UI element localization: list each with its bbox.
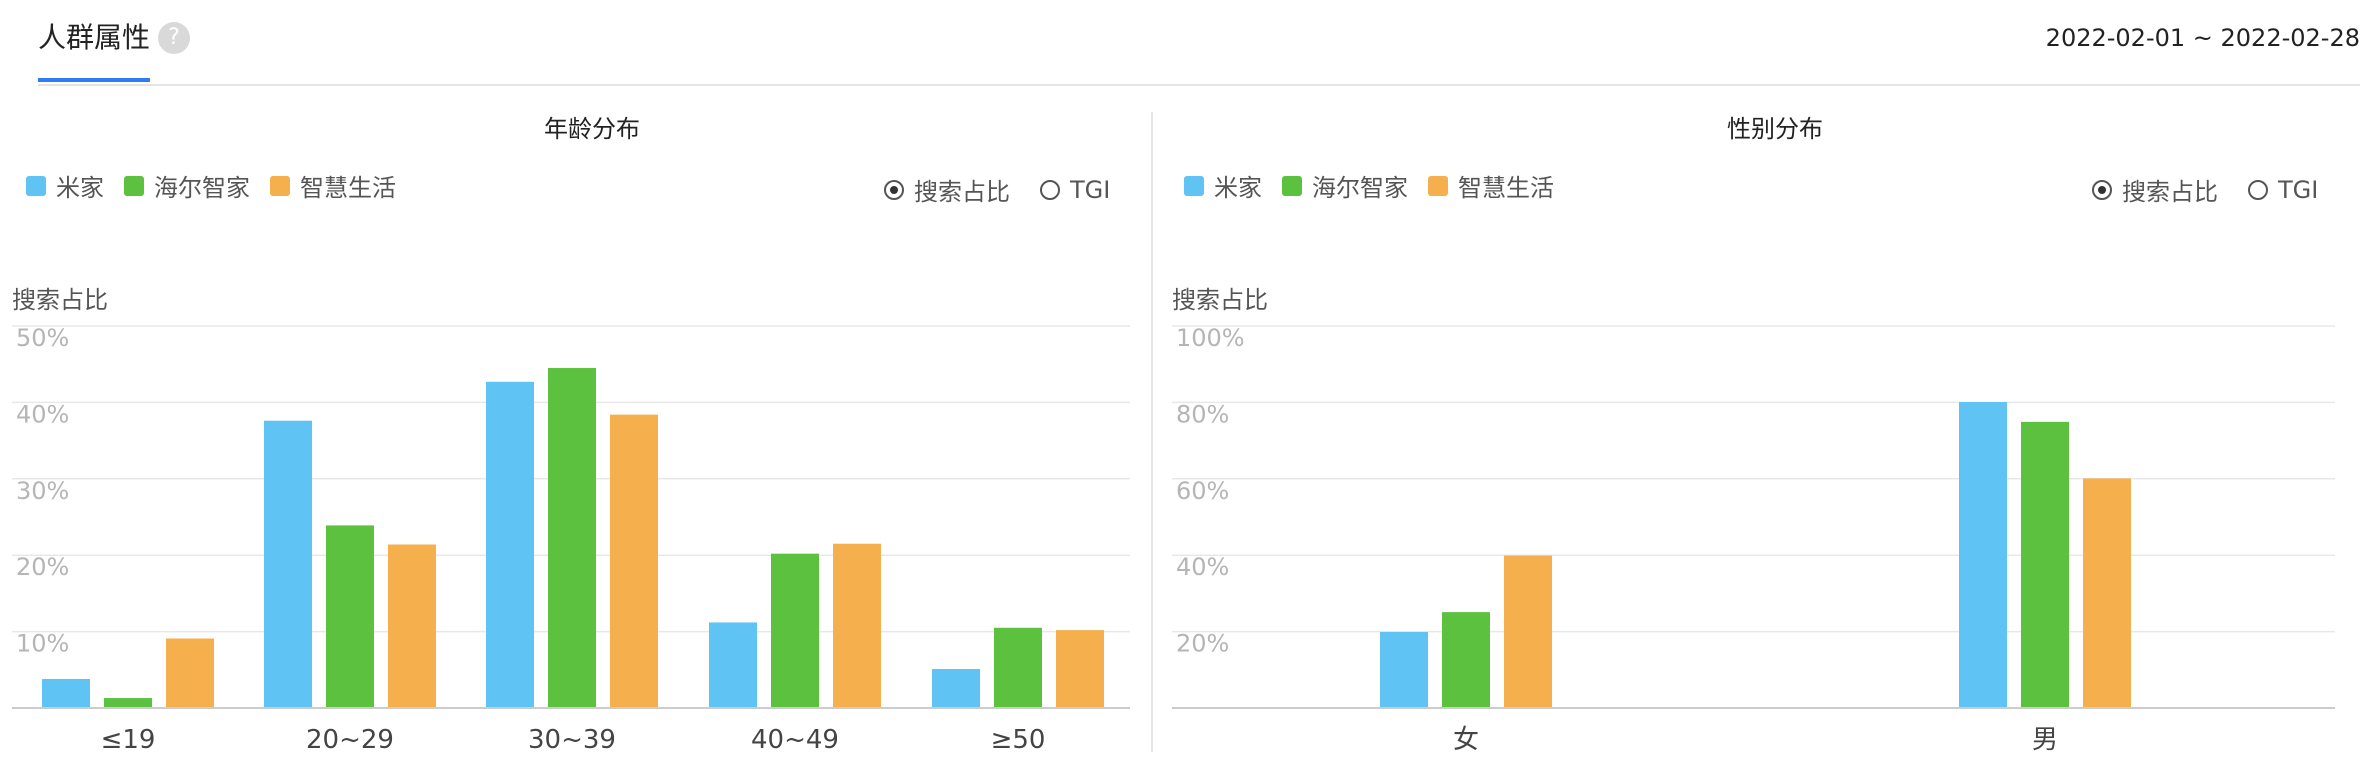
bar — [166, 638, 214, 708]
legend-swatch — [1184, 175, 1204, 196]
bar — [994, 627, 1042, 708]
y-tick-label: 60% — [1176, 477, 1229, 505]
tab-crowd-attributes[interactable]: 人群属性 — [38, 21, 151, 54]
legend-swatch — [1282, 175, 1302, 196]
bar — [2021, 421, 2069, 708]
header-divider — [38, 84, 2360, 86]
age-metric-toggle: 搜索占比 TGI — [884, 172, 1110, 207]
bar — [264, 420, 312, 708]
y-tick-label: 30% — [16, 477, 69, 505]
bar — [1504, 555, 1552, 708]
bar — [771, 553, 819, 708]
legend-swatch — [26, 175, 46, 196]
legend-label: 智慧生活 — [300, 174, 396, 202]
bar — [548, 368, 596, 708]
radio-label: TGI — [2278, 175, 2319, 204]
legend-item-haier[interactable]: 海尔智家 — [1282, 168, 1408, 203]
age-chart-legend: 米家 海尔智家 智慧生活 — [26, 168, 396, 203]
date-range[interactable]: 2022-02-01 ~ 2022-02-28 — [2045, 24, 2360, 52]
legend-swatch — [270, 175, 290, 196]
legend-label: 海尔智家 — [154, 174, 250, 202]
x-tick-label: 30~39 — [528, 725, 616, 755]
y-tick-label: 20% — [1176, 630, 1229, 658]
active-tab-indicator — [38, 78, 150, 82]
bar — [486, 381, 534, 708]
y-axis-title: 搜索占比 — [12, 286, 108, 314]
legend-label: 米家 — [56, 174, 104, 202]
bar — [833, 543, 881, 708]
x-tick-label: 男 — [2032, 725, 2058, 755]
legend-item-haier[interactable]: 海尔智家 — [124, 168, 250, 203]
radio-checked-icon — [884, 179, 904, 200]
gender-bar-chart: 搜索占比 20% 40% 60% 80% 100% 女 男 — [1172, 286, 2335, 755]
y-tick-label: 100% — [1176, 324, 1245, 352]
y-axis-title: 搜索占比 — [1172, 286, 1268, 314]
legend-item-mijia[interactable]: 米家 — [26, 168, 104, 203]
x-tick-label: 20~29 — [306, 725, 394, 755]
bar — [932, 669, 980, 708]
bar — [709, 622, 757, 708]
x-tick-label: 女 — [1453, 725, 1479, 755]
radio-label: 搜索占比 — [914, 178, 1010, 206]
legend-swatch — [124, 175, 144, 196]
y-tick-label: 10% — [16, 630, 69, 658]
bar — [42, 678, 90, 708]
panel-divider — [1151, 112, 1153, 752]
y-tick-label: 40% — [1176, 553, 1229, 581]
legend-label: 智慧生活 — [1458, 174, 1554, 202]
legend-item-smartlife[interactable]: 智慧生活 — [1428, 168, 1554, 203]
page-header: 人群属性 ? 2022-02-01 ~ 2022-02-28 — [0, 0, 2376, 86]
y-tick-label: 40% — [16, 400, 69, 428]
bar — [388, 544, 436, 708]
gender-chart-legend: 米家 海尔智家 智慧生活 — [1184, 168, 1554, 203]
radio-label: TGI — [1070, 175, 1111, 204]
x-tick-label: ≤19 — [101, 725, 156, 755]
legend-label: 海尔智家 — [1312, 174, 1408, 202]
radio-unchecked-icon — [2248, 179, 2268, 200]
legend-item-smartlife[interactable]: 智慧生活 — [270, 168, 396, 203]
bar — [2083, 478, 2131, 708]
gender-chart-title: 性别分布 — [1727, 115, 1823, 143]
age-chart-title: 年龄分布 — [544, 115, 640, 143]
legend-swatch — [1428, 175, 1448, 196]
radio-search-share[interactable]: 搜索占比 — [2092, 172, 2218, 207]
bar — [610, 414, 658, 708]
radio-label: 搜索占比 — [2122, 178, 2218, 206]
radio-checked-icon — [2092, 179, 2112, 200]
bar — [104, 698, 152, 708]
x-tick-label: ≥50 — [991, 725, 1046, 755]
bar — [326, 525, 374, 708]
bar — [1056, 630, 1104, 708]
legend-item-mijia[interactable]: 米家 — [1184, 168, 1262, 203]
help-icon[interactable]: ? — [158, 22, 190, 54]
radio-tgi[interactable]: TGI — [1040, 172, 1110, 207]
y-tick-label: 20% — [16, 553, 69, 581]
gender-metric-toggle: 搜索占比 TGI — [2092, 172, 2318, 207]
legend-label: 米家 — [1214, 174, 1262, 202]
bar — [1959, 402, 2007, 708]
radio-search-share[interactable]: 搜索占比 — [884, 172, 1010, 207]
y-tick-label: 50% — [16, 324, 69, 352]
bar — [1442, 612, 1490, 708]
y-tick-label: 80% — [1176, 400, 1229, 428]
age-bar-chart: 搜索占比 10% 20% 30% 40% 50% ≤19 20~29 30~39 40~49 ≥50 — [12, 286, 1130, 755]
radio-tgi[interactable]: TGI — [2248, 172, 2318, 207]
x-tick-label: 40~49 — [751, 725, 839, 755]
radio-unchecked-icon — [1040, 179, 1060, 200]
bar — [1380, 631, 1428, 708]
